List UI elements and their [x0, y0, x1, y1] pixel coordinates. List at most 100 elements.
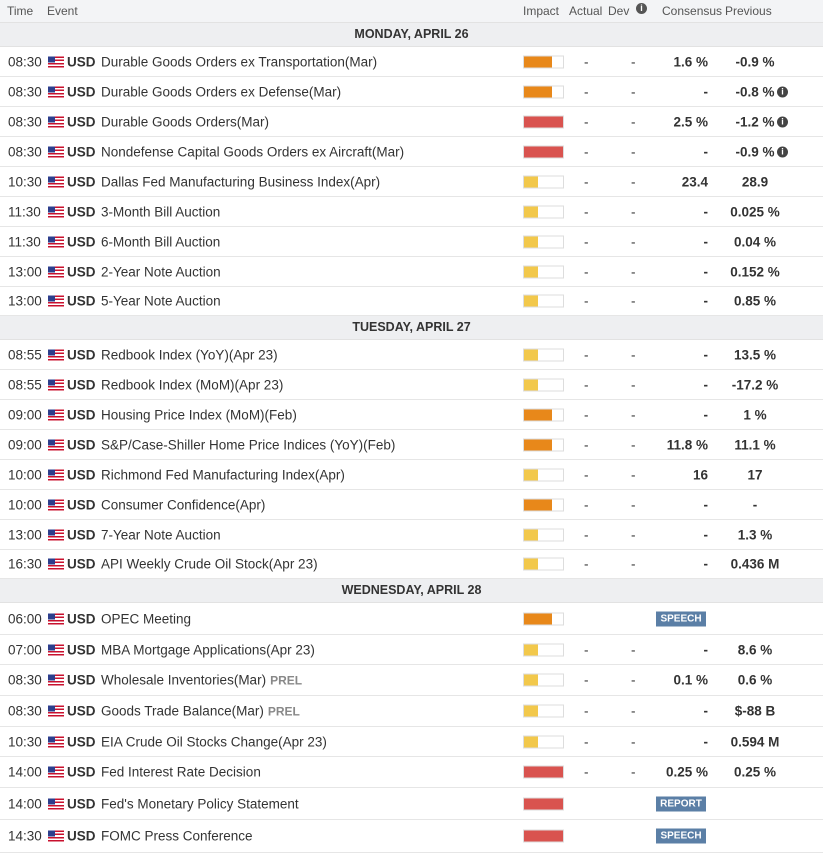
event-row[interactable]: 16:30 USD API Weekly Crude Oil Stock(Apr 2…	[0, 550, 823, 579]
event-name-text[interactable]: Redbook Index (MoM)(Apr 23)	[101, 377, 284, 392]
event-name[interactable]: Consumer Confidence(Apr)	[101, 497, 265, 512]
event-name[interactable]: S&P/Case-Shiller Home Price Indices (YoY…	[101, 437, 395, 452]
event-currency: USD	[67, 611, 96, 626]
header-impact[interactable]: Impact	[523, 4, 560, 18]
event-name-text[interactable]: Fed's Monetary Policy Statement	[101, 796, 299, 811]
event-row[interactable]: 13:00 USD 5-Year Note Auction - - - 0.85 %	[0, 287, 823, 316]
event-name[interactable]: Wholesale Inventories(Mar) PREL	[101, 673, 302, 688]
event-name[interactable]: Nondefense Capital Goods Orders ex Aircr…	[101, 144, 404, 159]
event-name[interactable]: Redbook Index (MoM)(Apr 23)	[101, 377, 283, 392]
event-row[interactable]: 08:30 USD Goods Trade Balance(Mar) PREL - - - $…	[0, 696, 823, 727]
event-row[interactable]: 09:00 USD S&P/Case-Shiller Home Price Indi…	[0, 430, 823, 460]
header-event[interactable]: Event	[47, 4, 78, 18]
event-name-text[interactable]: Durable Goods Orders ex Defense(Mar)	[101, 84, 342, 99]
event-name-text[interactable]: Durable Goods Orders ex Transportation(M…	[101, 54, 378, 69]
event-name-text[interactable]: 2-Year Note Auction	[101, 264, 221, 279]
event-row[interactable]: 13:00 USD 7-Year Note Auction - - - 1.3 %	[0, 520, 823, 550]
event-row[interactable]: 08:55 USD Redbook Index (MoM)(Apr 23) - - - -1…	[0, 370, 823, 400]
info-icon[interactable]: i	[777, 146, 788, 157]
event-name[interactable]: OPEC Meeting	[101, 611, 191, 626]
event-name[interactable]: Durable Goods Orders(Mar)	[101, 114, 269, 129]
event-row[interactable]: 08:55 USD Redbook Index (YoY)(Apr 23) - - - 13…	[0, 340, 823, 370]
event-name-text[interactable]: 6-Month Bill Auction	[101, 234, 221, 249]
event-name-text[interactable]: 5-Year Note Auction	[101, 293, 221, 309]
event-row[interactable]: 10:00 USD Consumer Confidence(Apr) - - - -	[0, 490, 823, 520]
event-name[interactable]: Dallas Fed Manufacturing Business Index(…	[101, 174, 380, 189]
event-currency: USD	[67, 84, 96, 99]
event-name-text[interactable]: FOMC Press Conference	[101, 828, 253, 844]
event-name-text[interactable]: S&P/Case-Shiller Home Price Indices (YoY…	[101, 437, 396, 452]
header-consensus[interactable]: Consensus	[662, 4, 723, 18]
event-name-text[interactable]: Fed Interest Rate Decision	[101, 764, 261, 780]
event-name[interactable]: MBA Mortgage Applications(Apr 23)	[101, 642, 315, 657]
event-name[interactable]: Durable Goods Orders ex Defense(Mar)	[101, 84, 341, 99]
event-name[interactable]: Fed Interest Rate Decision	[101, 765, 261, 780]
event-name-text[interactable]: MBA Mortgage Applications(Apr 23)	[101, 642, 315, 657]
event-row[interactable]: 13:00 USD 2-Year Note Auction - - - 0.152 %	[0, 257, 823, 287]
event-name[interactable]: Housing Price Index (MoM)(Feb)	[101, 407, 297, 422]
event-name-text[interactable]: Wholesale Inventories(Mar)	[101, 672, 267, 688]
event-name-text[interactable]: 3-Month Bill Auction	[101, 204, 221, 219]
event-row[interactable]: 09:00 USD Housing Price Index (MoM)(Feb) - -…	[0, 400, 823, 430]
event-name[interactable]: API Weekly Crude Oil Stock(Apr 23)	[101, 557, 318, 572]
event-row[interactable]: 08:30 USD Wholesale Inventories(Mar) PREL - -…	[0, 665, 823, 696]
header-time[interactable]: Time	[7, 4, 34, 18]
event-name-text[interactable]: 7-Year Note Auction	[101, 527, 221, 542]
event-row[interactable]: 11:30 USD 6-Month Bill Auction - - - 0.04 %	[0, 227, 823, 257]
speech-badge[interactable]: SPEECH	[656, 611, 706, 626]
report-badge[interactable]: REPORT	[656, 796, 706, 811]
event-name[interactable]: Richmond Fed Manufacturing Index(Apr)	[101, 467, 345, 482]
info-icon[interactable]: i	[777, 86, 788, 97]
event-name[interactable]: 3-Month Bill Auction	[101, 204, 220, 219]
event-name-text[interactable]: Nondefense Capital Goods Orders ex Aircr…	[101, 144, 405, 159]
event-name[interactable]: 5-Year Note Auction	[101, 294, 221, 309]
event-row[interactable]: 14:00 USD Fed Interest Rate Decision - - 0.25…	[0, 757, 823, 788]
event-name-text[interactable]: Housing Price Index (MoM)(Feb)	[101, 407, 297, 422]
event-name[interactable]: FOMC Press Conference	[101, 829, 253, 844]
event-name-text[interactable]: EIA Crude Oil Stocks Change(Apr 23)	[101, 734, 327, 749]
event-name[interactable]: 6-Month Bill Auction	[101, 234, 220, 249]
event-name[interactable]: Redbook Index (YoY)(Apr 23)	[101, 347, 278, 362]
event-name-text[interactable]: Consumer Confidence(Apr)	[101, 497, 266, 512]
info-icon[interactable]: i	[777, 116, 788, 127]
header-actual[interactable]: Actual	[569, 4, 603, 18]
event-name[interactable]: Fed's Monetary Policy Statement	[101, 796, 299, 811]
event-row[interactable]: 10:00 USD Richmond Fed Manufacturing Index…	[0, 460, 823, 490]
event-name-text[interactable]: Durable Goods Orders(Mar)	[101, 114, 270, 129]
event-name-text[interactable]: Richmond Fed Manufacturing Index(Apr)	[101, 467, 345, 482]
event-name[interactable]: Goods Trade Balance(Mar) PREL	[101, 704, 300, 719]
header-previous[interactable]: Previous	[725, 4, 772, 18]
header-info-icon[interactable]: i	[636, 3, 647, 14]
impact-fill	[524, 146, 563, 157]
impact-fill	[524, 529, 538, 540]
event-row[interactable]: 08:30 USD Durable Goods Orders ex Defense(…	[0, 77, 823, 107]
event-row[interactable]: 14:00 USD Fed's Monetary Policy Statement R…	[0, 788, 823, 820]
header-dev[interactable]: Dev	[608, 4, 630, 18]
flag-canton	[48, 439, 55, 445]
event-row[interactable]: 11:30 USD 3-Month Bill Auction - - - 0.025 %	[0, 197, 823, 227]
event-name-text[interactable]: OPEC Meeting	[101, 611, 192, 626]
event-name-text[interactable]: Goods Trade Balance(Mar)	[101, 703, 264, 719]
event-row[interactable]: 07:00 USD MBA Mortgage Applications(Apr 23…	[0, 635, 823, 665]
event-row[interactable]: 08:30 USD Nondefense Capital Goods Orders …	[0, 137, 823, 167]
event-name[interactable]: 2-Year Note Auction	[101, 264, 221, 279]
event-row[interactable]: 06:00 USD OPEC Meeting SPEECH	[0, 603, 823, 635]
flag-canton	[48, 409, 55, 415]
speech-badge[interactable]: SPEECH	[656, 828, 706, 844]
event-actual: -	[584, 764, 589, 780]
flag-stripes	[48, 613, 64, 624]
event-row[interactable]: 08:30 USD Durable Goods Orders(Mar) - - 2.5 %…	[0, 107, 823, 137]
event-name-text[interactable]: Redbook Index (YoY)(Apr 23)	[101, 347, 278, 362]
event-row[interactable]: 10:30 USD Dallas Fed Manufacturing Busines…	[0, 167, 823, 197]
impact-fill	[524, 379, 538, 390]
event-deviation: -	[631, 114, 636, 129]
us-flag-icon	[48, 613, 64, 624]
event-name-text[interactable]: Dallas Fed Manufacturing Business Index(…	[101, 174, 381, 189]
event-row[interactable]: 10:30 USD EIA Crude Oil Stocks Change(Apr …	[0, 727, 823, 757]
event-name-text[interactable]: API Weekly Crude Oil Stock(Apr 23)	[101, 556, 318, 572]
event-name[interactable]: Durable Goods Orders ex Transportation(M…	[101, 54, 377, 69]
event-name[interactable]: 7-Year Note Auction	[101, 527, 221, 542]
event-name[interactable]: EIA Crude Oil Stocks Change(Apr 23)	[101, 734, 327, 749]
event-row[interactable]: 14:30 USD FOMC Press Conference SPEECH	[0, 820, 823, 853]
event-row[interactable]: 08:30 USD Durable Goods Orders ex Transpor…	[0, 47, 823, 77]
